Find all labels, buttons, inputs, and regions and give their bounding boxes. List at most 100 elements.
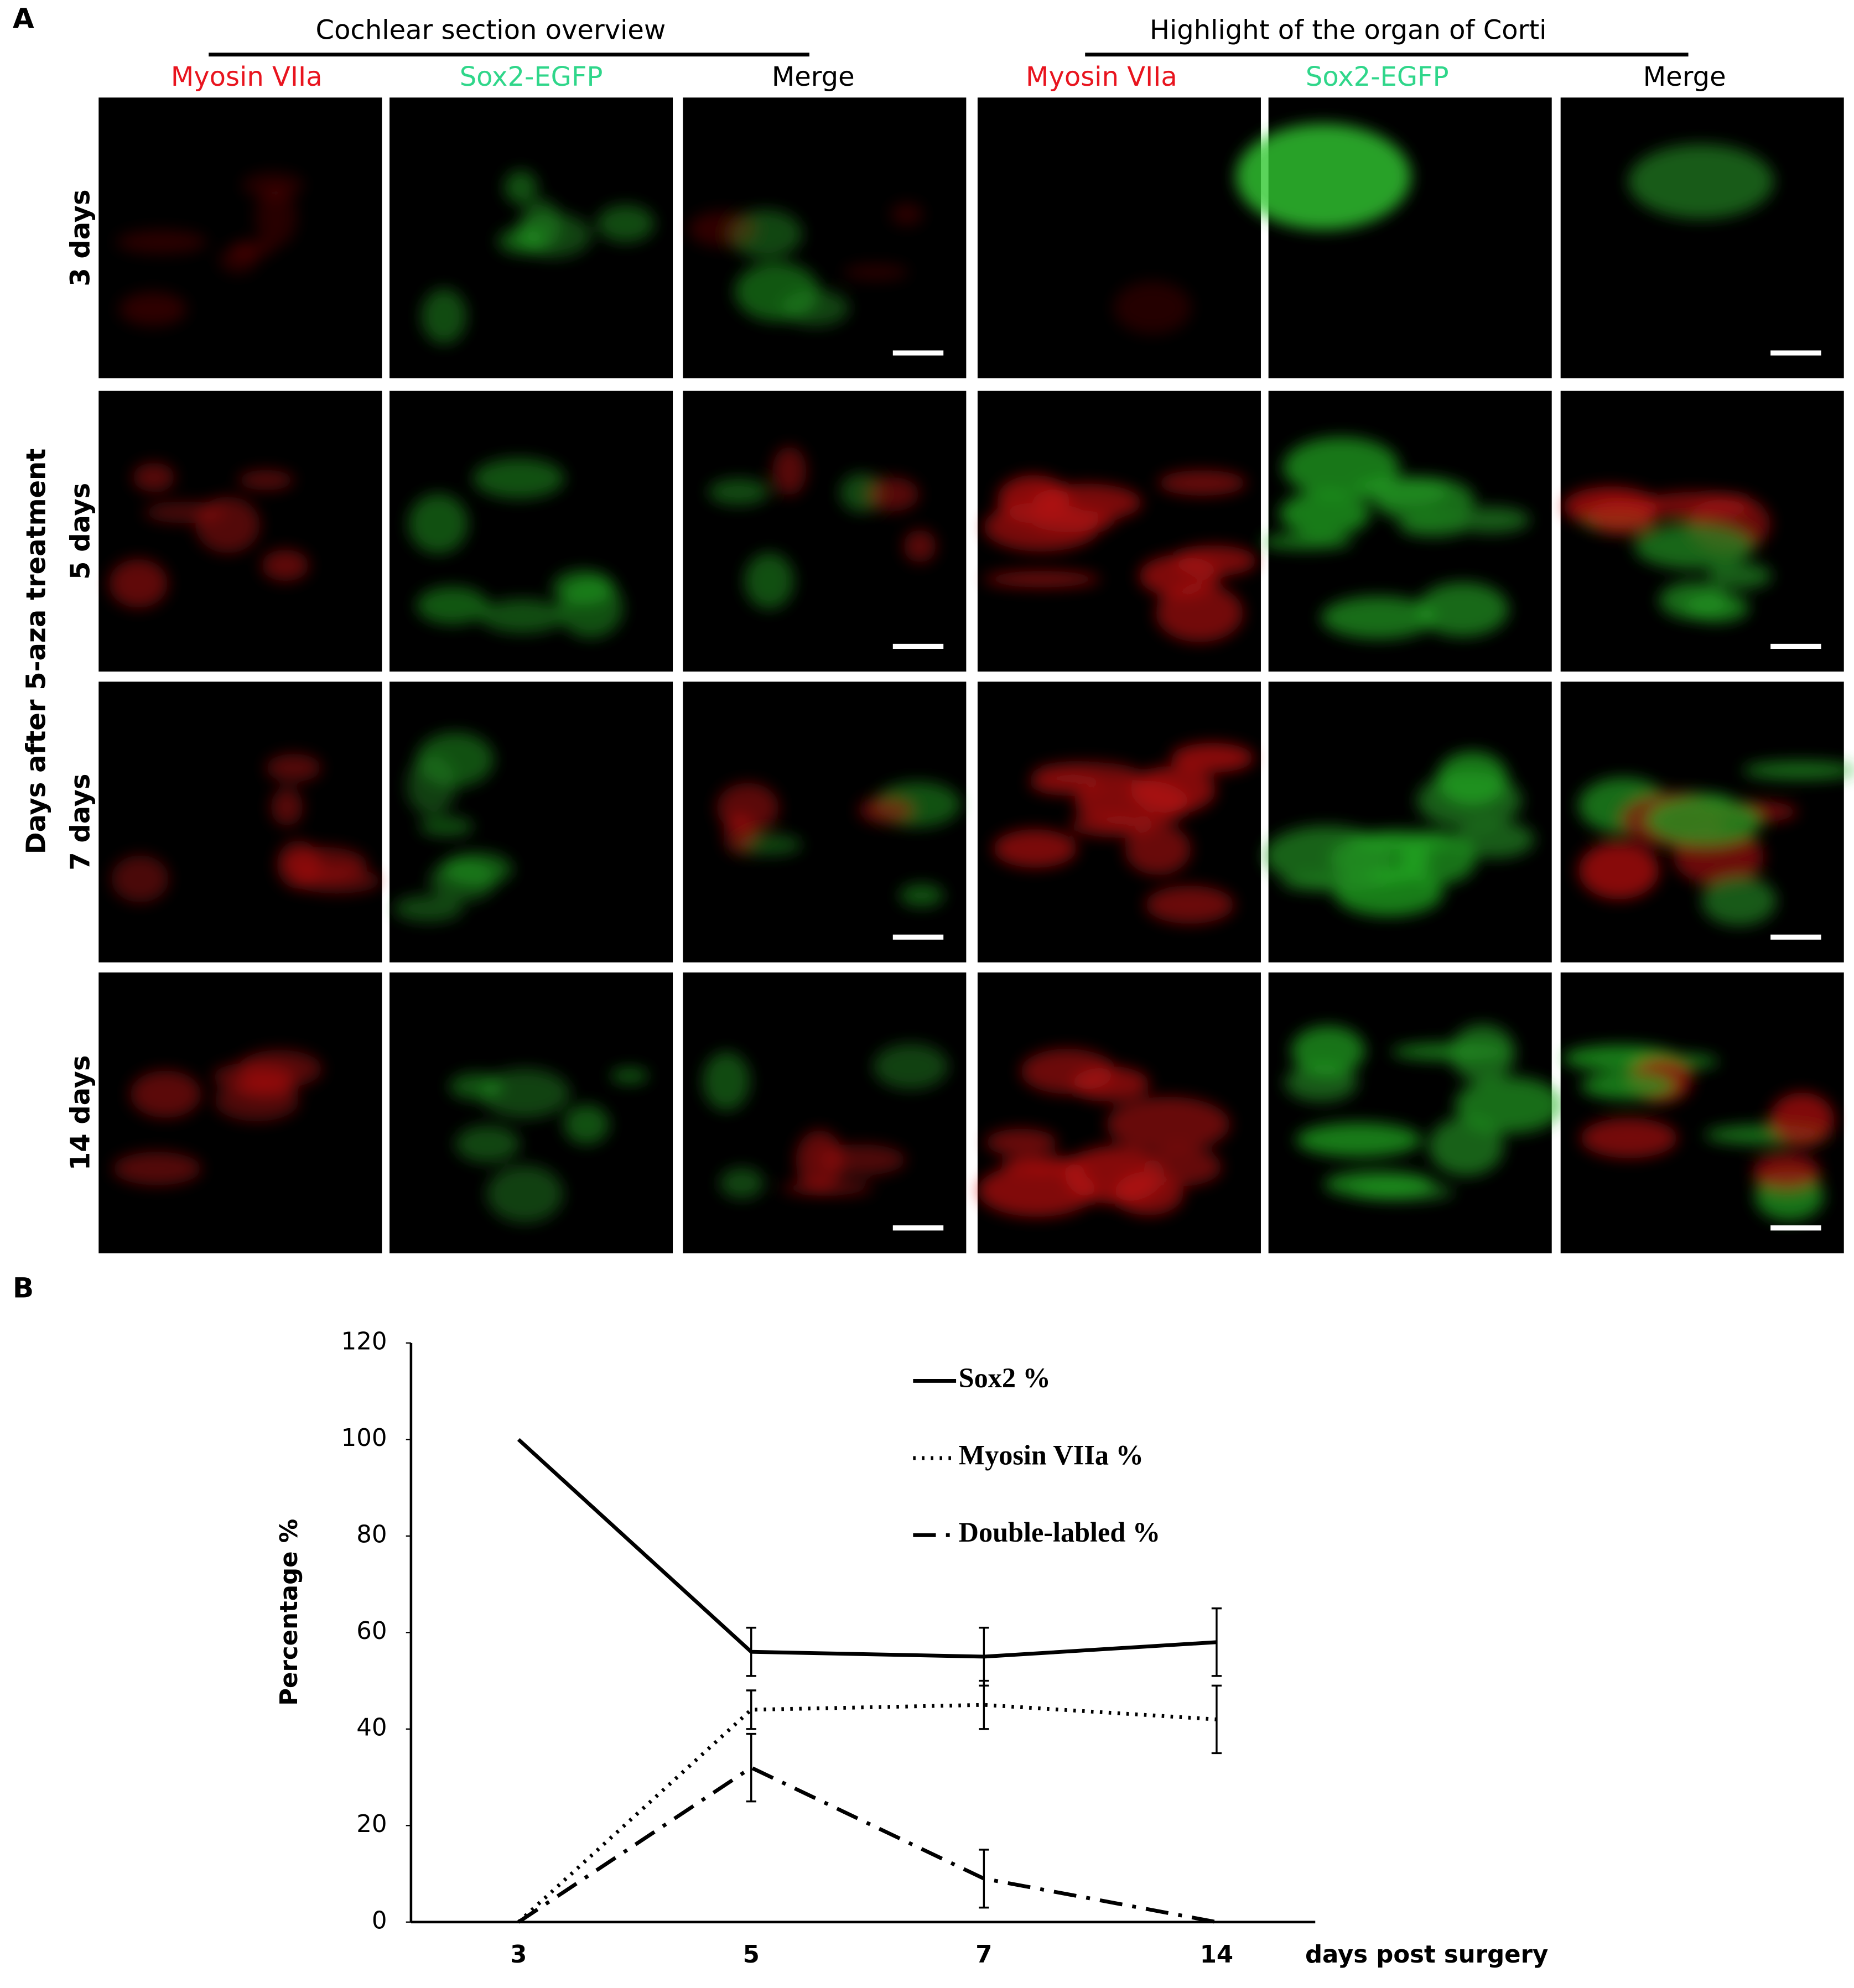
signal-blob: [985, 1128, 1057, 1156]
signal: [421, 170, 655, 344]
signal-blob: [1145, 886, 1234, 924]
signal-blob: [993, 829, 1077, 868]
signal-blob: [255, 186, 297, 247]
y-tick-label: 80: [356, 1521, 387, 1548]
signal-blob: [1578, 841, 1659, 899]
micrograph-bg: [977, 97, 1261, 378]
micrograph: [390, 391, 673, 672]
signal-blob: [716, 783, 779, 833]
signal: [983, 470, 1258, 642]
signal-blob: [817, 1144, 906, 1175]
signal: [1113, 281, 1192, 334]
micrograph: [1260, 391, 1552, 672]
signal-blob: [504, 170, 538, 205]
row-label: 7 days: [65, 774, 96, 871]
signal-blob: [596, 205, 655, 243]
signal-blob: [408, 493, 469, 554]
signal-blob: [1069, 814, 1157, 837]
signal-blob: [1281, 876, 1387, 892]
signal: [112, 1050, 323, 1185]
signal-blob: [1260, 534, 1353, 550]
signal-blob: [1437, 751, 1508, 805]
signal-blob: [116, 230, 207, 254]
signal-blob: [1172, 545, 1258, 576]
signal-blob: [130, 1070, 201, 1118]
signal-blob: [781, 1180, 874, 1196]
signal-blob: [393, 895, 464, 922]
signal-blob: [1279, 491, 1370, 537]
signal-blob: [1456, 821, 1535, 858]
signal-blob: [472, 458, 565, 499]
signal-blob: [891, 203, 923, 226]
signal-blob: [1587, 500, 1657, 535]
signal-blob: [112, 1152, 202, 1185]
y-tick-label: 120: [341, 1328, 387, 1355]
signal-blob: [479, 599, 566, 633]
signal-blob: [702, 1052, 750, 1111]
signal-blob: [1171, 743, 1254, 773]
series-line: [517, 1703, 1217, 1924]
error-bar: [979, 1679, 989, 1730]
micrograph: [977, 681, 1261, 962]
signal: [993, 743, 1254, 924]
group-title: Cochlear section overview: [316, 14, 666, 45]
signal: [449, 1068, 649, 1223]
signal: [393, 732, 513, 922]
signal-blob: [1752, 1153, 1821, 1190]
y-tick-label: 40: [356, 1714, 387, 1741]
panel-label: B: [13, 1271, 34, 1304]
signal: [688, 203, 923, 326]
error-bar: [979, 1849, 989, 1909]
signal-blob: [1125, 824, 1191, 875]
signal-blob: [873, 1043, 949, 1090]
micrograph: [390, 681, 673, 962]
micrograph: [1560, 391, 1844, 672]
signal-blob: [708, 478, 769, 506]
signal-blob: [1157, 470, 1247, 496]
micrograph: [683, 681, 967, 962]
signal-blob: [1769, 1092, 1835, 1147]
signal-blob: [1144, 1147, 1222, 1186]
legend-label: Double-labled %: [959, 1517, 1160, 1548]
micrograph: [98, 972, 382, 1253]
signal-blob: [983, 571, 1100, 587]
micrograph: [1560, 97, 1844, 378]
signal-blob: [1001, 1156, 1087, 1173]
row-label: 5 days: [65, 483, 96, 580]
error-bar: [1211, 1684, 1222, 1755]
legend-label: Myosin VIIa %: [959, 1439, 1144, 1470]
row-label: 3 days: [65, 189, 96, 286]
signal-blob: [1113, 281, 1192, 334]
x-tick-label: 14: [1200, 1941, 1233, 1969]
signal-blob: [867, 477, 920, 512]
signal: [1235, 123, 1411, 230]
signal-blob: [119, 292, 187, 326]
panel-label: A: [13, 2, 34, 34]
micrograph-bg: [98, 681, 382, 962]
micrograph: [1560, 972, 1844, 1253]
signal-blob: [1291, 1026, 1365, 1076]
micrograph-bg: [1560, 97, 1844, 378]
signal: [108, 462, 309, 608]
channel-label: Myosin VIIa: [1026, 61, 1177, 92]
signal: [1260, 436, 1530, 639]
y-axis-label: Percentage %: [276, 1519, 303, 1706]
signal-blob: [442, 852, 513, 886]
signal: [1628, 144, 1774, 219]
group-title: Highlight of the organ of Corti: [1150, 14, 1547, 45]
signal: [408, 458, 624, 638]
error-bar: [746, 1626, 756, 1677]
micrograph: [1268, 972, 1564, 1253]
signal-blob: [744, 553, 794, 610]
signal-blob: [1032, 762, 1140, 785]
signal: [716, 782, 961, 907]
signal-blob: [1296, 1122, 1422, 1157]
signal-blob: [1351, 830, 1457, 850]
signal-blob: [108, 559, 168, 608]
y-tick-label: 60: [356, 1617, 387, 1645]
signal-blob: [1580, 1118, 1678, 1158]
error-bar: [1211, 1607, 1222, 1677]
signal: [708, 446, 937, 610]
signal-blob: [1580, 1072, 1676, 1100]
